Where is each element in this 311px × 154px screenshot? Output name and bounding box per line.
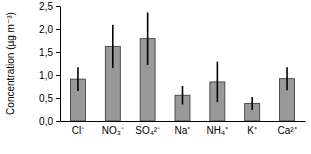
tick: 1,0 [39, 70, 60, 81]
tick-label: NO₃⁻ [102, 125, 125, 136]
plot: 0,00,51,01,52,02,5Cl⁻NO₃⁻SO₄²⁻Na⁺NH₄⁺K⁺C… [39, 1, 305, 136]
tick-mark [56, 121, 60, 122]
axis-line [61, 121, 306, 122]
tick: NO₃⁻ [102, 121, 125, 136]
tick: Na⁺ [175, 121, 192, 136]
error-bar [147, 12, 149, 64]
tick-mark [56, 98, 60, 99]
tick-label: 0,5 [39, 93, 53, 104]
tick-label: 2,0 [39, 24, 53, 35]
marks [70, 12, 294, 121]
tick-mark [56, 52, 60, 53]
tick: 0,5 [39, 93, 60, 104]
tick: 2,5 [39, 1, 60, 12]
y-axis: 0,0 0,5 1,0 1,5 2,0 2,5 [39, 1, 60, 127]
error-bar [77, 67, 79, 91]
tick-label: Cl⁻ [72, 125, 85, 136]
tick-label: SO₄²⁻ [135, 125, 161, 136]
error-bar [217, 62, 219, 102]
x-axis: Cl⁻ NO₃⁻ SO₄²⁻ Na⁺ NH₄⁺ K⁺ Ca²⁺ [61, 121, 306, 136]
chart: 0,00,51,01,52,02,5Cl⁻NO₃⁻SO₄²⁻Na⁺NH₄⁺K⁺C… [0, 0, 311, 154]
tick: 2,0 [39, 24, 60, 35]
tick-label: 2,5 [39, 1, 53, 12]
axis-title: Concentration (µg m⁻³) [5, 12, 16, 115]
tick: NH₄⁺ [207, 121, 230, 136]
tick: Cl⁻ [72, 121, 85, 136]
tick: 0,0 [39, 116, 60, 127]
tick: K⁺ [247, 121, 258, 136]
tick-label: 1,0 [39, 70, 53, 81]
error-bar [182, 86, 184, 104]
tick-label: 1,5 [39, 47, 53, 58]
tick-mark [56, 6, 60, 7]
tick: SO₄²⁻ [135, 121, 161, 136]
error-bar [112, 25, 114, 68]
tick: 1,5 [39, 47, 60, 58]
tick-mark [56, 75, 60, 76]
tick: Ca²⁺ [277, 121, 297, 136]
tick-label: K⁺ [247, 125, 258, 136]
error-bar [286, 67, 288, 90]
tick-label: NH₄⁺ [207, 125, 230, 136]
tick-label: Na⁺ [175, 125, 192, 136]
tick-label: 0,0 [39, 116, 53, 127]
error-bar [251, 97, 253, 110]
tick-label: Ca²⁺ [277, 125, 297, 136]
tick-mark [56, 29, 60, 30]
axis-line [60, 7, 61, 122]
